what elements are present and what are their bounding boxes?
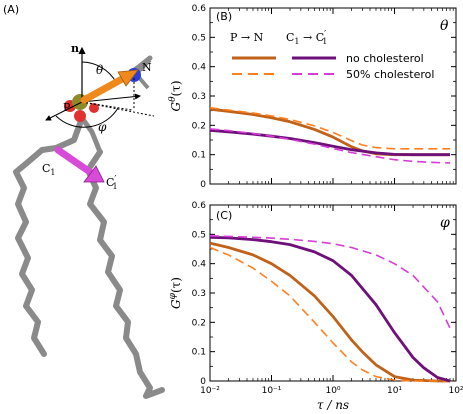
panel-b-y-axis-label: Gθ(τ) [168, 80, 183, 111]
panel-c-x-tick-label: 10⁻² [200, 386, 220, 396]
chain-link [79, 115, 103, 155]
panel-c-series-3 [209, 235, 451, 329]
p-atom-label: P [63, 101, 71, 114]
panel-c-x-axis-label: τ / ns [317, 398, 349, 412]
pn-vector-arrowhead [117, 69, 139, 87]
panel-b-y-tick-label: 0.5 [192, 33, 206, 43]
c1-label: C1 [42, 162, 56, 177]
panel-b-y-tick-label: 0 [200, 180, 206, 190]
panel-b-series [209, 106, 451, 164]
frame-axis-y [45, 101, 83, 121]
panel-c-series [209, 235, 451, 383]
panel-c-series-1 [209, 246, 450, 382]
panel-c-y-ticks: 0 0.1 0.2 0.3 0.4 0.5 0.6 [192, 201, 456, 387]
panel-c-x-tick-label: 10¹ [387, 386, 402, 396]
oxygen-atom [89, 103, 99, 113]
c1-prime-label: C′ 1 [106, 175, 118, 191]
panel-b-y-ticks: 0 0.1 0.2 0.3 0.4 0.5 0.6 [192, 4, 456, 190]
panel-c-y-tick-label: 0.2 [192, 318, 206, 328]
panel-b-x-ticks [209, 8, 457, 184]
panel-c-corner-label: φ [440, 215, 450, 231]
phi-arc [55, 107, 119, 128]
panel-b-series-3 [209, 128, 451, 164]
panel-b-y-tick-label: 0.6 [192, 4, 207, 14]
panel-b-y-tick-label: 0.2 [192, 121, 206, 131]
panel-c-y-tick-label: 0.5 [192, 230, 206, 240]
panel-c-y-tick-label: 0 [200, 377, 206, 387]
panel-b-y-tick-label: 0.4 [192, 63, 207, 73]
lipid-chains [13, 55, 165, 399]
panel-c-x-tick-label: 10⁰ [325, 386, 340, 396]
panel-c-x-ticks: 10⁻² 10⁻¹ 10⁰ 10¹ 10² [200, 205, 463, 396]
cc-vector-arrowhead [83, 165, 105, 183]
panel-b-corner-label: θ [440, 18, 449, 34]
panel-c-y-tick-label: 0.4 [192, 260, 207, 270]
n-atom-label: N [142, 61, 152, 74]
panel-c-y-tick-label: 0.1 [192, 348, 206, 358]
panel-c-series-2 [209, 235, 451, 383]
chain-left [13, 115, 85, 357]
panel-c-frame [209, 204, 457, 382]
frame-axis-z [81, 93, 141, 103]
legend-pn-label: P → N [230, 31, 264, 44]
legend-50-cholesterol: 50% cholesterol [346, 68, 434, 81]
panel-c-y-axis-label: Gφ(τ) [168, 277, 183, 309]
panel-c-label: (C) [216, 209, 232, 222]
panel-c-series-0 [209, 241, 450, 383]
phi-label: φ [98, 120, 107, 134]
chain-right [85, 149, 165, 399]
panel-c-x-tick-label: 10⁻¹ [262, 386, 282, 396]
legend-cc-label: C1 → C′ 1 [286, 30, 327, 46]
theta-label: θ [96, 63, 104, 77]
panel-c-y-tick-label: 0.3 [192, 289, 206, 299]
panel-a-label: (A) [3, 3, 19, 16]
panel-b-y-tick-label: 0.3 [192, 92, 206, 102]
oxygen-atom [74, 110, 86, 122]
legend-no-cholesterol: no cholesterol [346, 52, 424, 65]
normal-vector-label: n [71, 42, 79, 55]
panel-a: (A) n θ [3, 3, 165, 399]
panel-b-y-tick-label: 0.1 [192, 151, 206, 161]
legend: P → N C1 → C′ 1 no cholesterol 50% choles… [230, 30, 434, 81]
pn-vector-arrow [80, 74, 128, 104]
panel-b-label: (B) [216, 10, 232, 23]
projection-line [81, 101, 133, 111]
panel-c-x-tick-label: 10² [448, 386, 463, 396]
panel-c: (C) 00.10.20.30.40.50.6 10⁻² 10⁻¹ 10⁰ 10¹ 10… [168, 201, 463, 412]
panel-c-y-tick-label: 0.6 [192, 201, 207, 211]
theta-arc [81, 61, 117, 83]
cc-vector-arrow [54, 146, 94, 176]
panel-b-series-1 [209, 106, 450, 150]
panel-b: (B) 0 0.1 0.2 0.3 0.4 0.5 0.6 θ Gθ(τ) P → N C1… [168, 4, 457, 190]
panel-b-series-2 [209, 128, 450, 157]
